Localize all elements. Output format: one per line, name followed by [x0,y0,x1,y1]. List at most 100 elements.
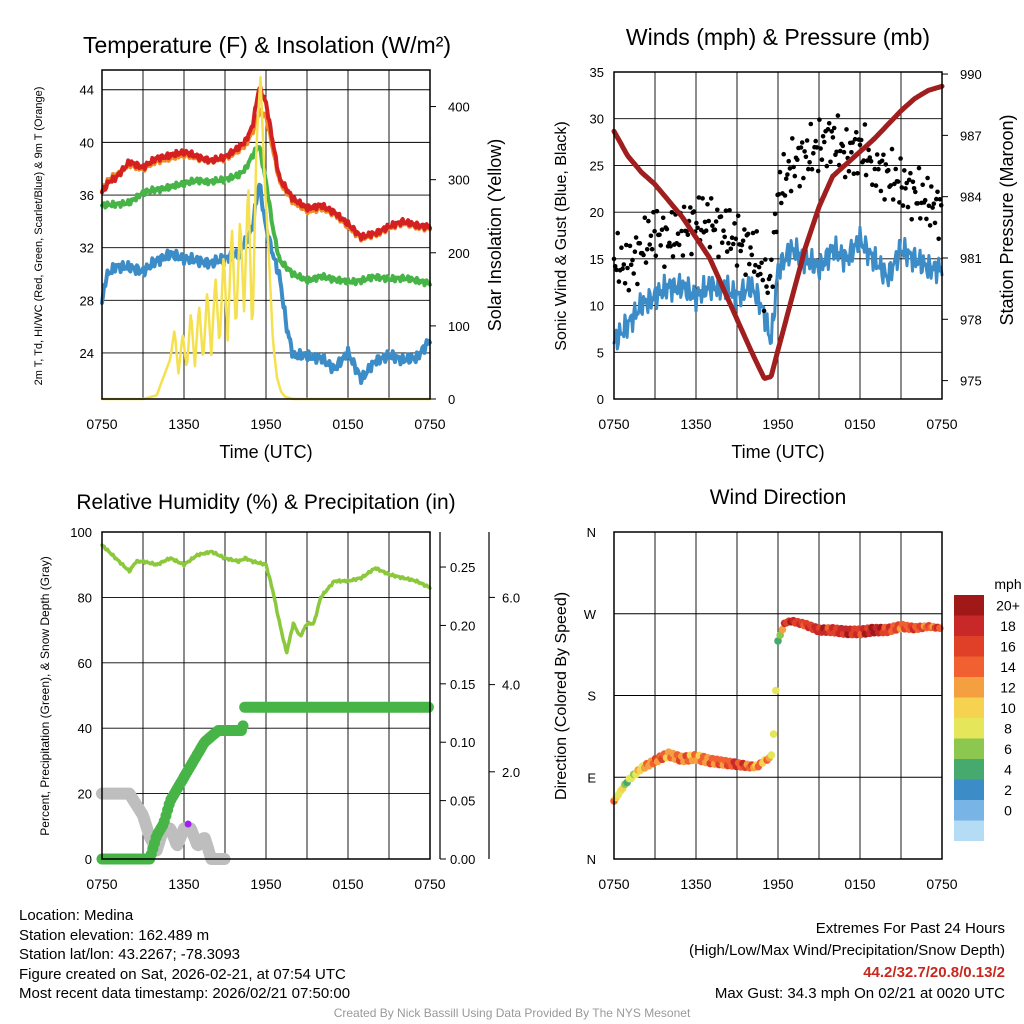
gust-point [825,127,831,132]
temp-ytick-label: 40 [80,135,94,150]
winds-ytick-label: 15 [590,252,604,267]
temp-ytick-label: 44 [80,83,94,98]
extremes-values: 44.2/32.7/20.8/0.13/2 [863,963,1005,981]
gust-point [904,180,909,186]
gust-point [895,179,901,184]
winds-series [611,83,945,381]
gust-point [715,207,720,213]
temperature-plot-frame [101,69,431,400]
gust-point [934,196,939,202]
speed-legend-label: 2 [1004,782,1012,798]
speed-legend-swatch [954,718,984,739]
temp-ytick-label: 32 [80,241,94,256]
gust-point [641,252,646,258]
speed-legend-swatch [954,779,984,800]
direction-ytick-label: E [587,770,596,785]
gust-point [897,200,902,205]
direction-title: Wind Direction [710,486,847,509]
gust-point [807,160,812,165]
gust-point [905,204,911,210]
gust-point [818,146,823,151]
gust-point [745,231,751,237]
speed-legend-swatch [954,820,984,841]
gust-point [870,182,875,187]
gust-point [846,168,852,174]
gust-point [625,265,630,271]
gust-point [831,125,837,131]
temperature-xlabel: Time (UTC) [219,442,312,462]
gust-point [915,201,921,206]
gust-point [920,182,925,188]
humidity-series [96,543,434,865]
gust-point [728,246,734,252]
speed-legend-label: 10 [1000,700,1016,716]
temperature-title: Temperature (F) & Insolation (W/m²) [83,32,451,58]
speed-legend-label: 18 [1000,618,1016,634]
series-relative-humidity [100,543,432,655]
winds-ylabel: Sonic Wind & Gust (Blue, Black) [553,121,570,350]
gust-point [858,137,864,143]
gust-point [927,223,933,228]
credit-line: Created By Nick Bassill Using Data Provi… [333,1006,691,1020]
speed-legend-label: 6 [1004,741,1012,757]
humidity-xtick-label: 1950 [250,876,281,892]
gust-point [705,202,710,207]
gust-point [630,257,635,263]
speed-legend-label: 16 [1000,639,1016,655]
gust-point [909,217,914,222]
speed-legend-label: 8 [1004,721,1012,737]
gust-point [861,158,866,163]
precip-point [237,720,249,732]
gust-point [654,208,660,214]
direction-point [767,751,776,759]
gust-point [804,138,810,143]
pressure-ytick-label: 981 [960,251,982,266]
humidity-xtick-label: 1350 [168,876,199,892]
gust-point [906,177,912,183]
gust-point [883,162,889,167]
humidity-ytick-label: 20 [78,787,92,802]
gust-point [783,176,789,181]
series-2m-t [100,85,432,242]
gust-point [874,152,880,157]
direction-series [610,616,944,805]
winds-xtick-label: 1950 [762,416,793,432]
gust-point [815,168,821,174]
gust-point [774,229,779,235]
gust-point [660,215,666,221]
direction-xtick-label: 1350 [680,876,711,892]
humidity-xtick-label: 0150 [332,876,363,892]
gust-point [802,149,807,154]
gust-point [685,232,691,238]
gust-point [838,148,843,154]
gust-point [689,251,694,257]
gust-point [787,166,793,171]
temp-xtick-label: 1950 [250,416,281,432]
gust-point [792,173,798,179]
gust-point [676,242,682,248]
gust-point [772,211,778,217]
direction-point [772,686,780,695]
winds-ytick-label: 5 [597,345,604,360]
humidity-ytick-label: 80 [78,590,92,605]
gust-point [621,262,627,267]
gust-point [681,204,687,210]
snow-ytick-label: 2.0 [502,765,520,780]
gust-point [849,150,854,155]
snow-ytick-label: 4.0 [502,678,520,693]
insolation-ytick-label: 100 [448,319,470,334]
gust-point [803,154,809,160]
gust-point [695,225,700,231]
temperature-ylabel-text: 2m T, Td, HI/WC (Red, Green, Scarlet/Blu… [33,87,45,386]
pressure-ytick-label: 975 [960,374,982,389]
winds-plot-frame [613,71,943,400]
gust-point [732,221,737,226]
gust-point [878,188,884,194]
gust-point [879,158,885,164]
pressure-ytick-label: 990 [960,67,982,82]
speed-legend: mph 20+ 18 16 14 12 10 8 6 4 2 0 [954,576,1022,841]
gust-point [659,227,665,232]
max-gust: Max Gust: 34.3 mph On 02/21 at 0020 UTC [714,985,1005,1003]
gust-point [631,271,636,276]
